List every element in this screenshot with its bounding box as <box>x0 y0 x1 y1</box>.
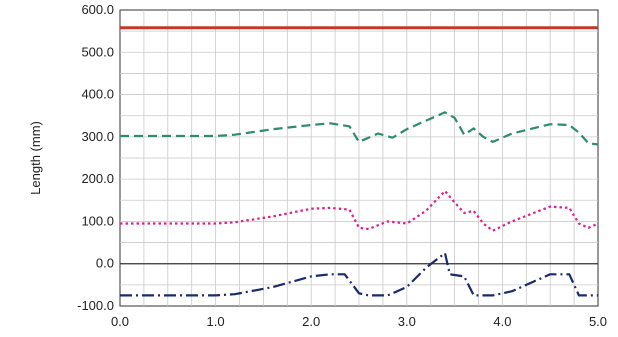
y-tick-label: 300.0 <box>81 129 114 144</box>
grid <box>120 10 598 306</box>
series-line-3 <box>120 189 599 232</box>
x-tick-label: 3.0 <box>398 314 416 329</box>
x-tick-label: 4.0 <box>493 314 511 329</box>
y-tick-label: 500.0 <box>81 44 114 59</box>
y-tick-label: 600.0 <box>81 2 114 17</box>
x-tick-label: 1.0 <box>207 314 225 329</box>
x-tick-label: 5.0 <box>589 314 607 329</box>
y-tick-label: 0.0 <box>96 256 114 271</box>
x-tick-labels: 0.0 1.0 2.0 3.0 4.0 5.0 <box>111 314 607 329</box>
x-tick-label: 0.0 <box>111 314 129 329</box>
series-line-4 <box>120 252 598 297</box>
x-tick-label: 2.0 <box>302 314 320 329</box>
series-line-2 <box>120 111 599 146</box>
series-group <box>120 26 599 297</box>
y-tick-label: 100.0 <box>81 213 114 228</box>
y-tick-label: 400.0 <box>81 87 114 102</box>
y-tick-labels: -100.0 0.0 100.0 200.0 300.0 400.0 500.0 600.0 <box>77 2 114 313</box>
y-tick-label: -100.0 <box>77 298 114 313</box>
y-axis-label: Length (mm) <box>28 121 43 195</box>
y-tick-label: 200.0 <box>81 171 114 186</box>
